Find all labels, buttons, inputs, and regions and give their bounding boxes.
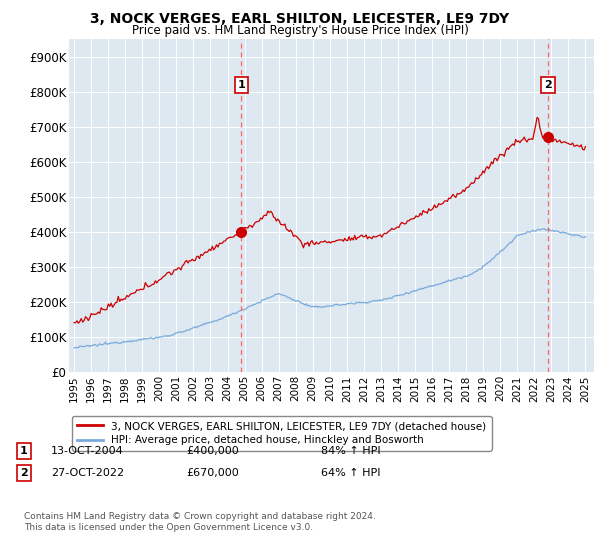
Text: 2: 2 — [544, 80, 552, 90]
Text: 84% ↑ HPI: 84% ↑ HPI — [321, 446, 380, 456]
Text: 27-OCT-2022: 27-OCT-2022 — [51, 468, 124, 478]
Text: Price paid vs. HM Land Registry's House Price Index (HPI): Price paid vs. HM Land Registry's House … — [131, 24, 469, 37]
Text: 3, NOCK VERGES, EARL SHILTON, LEICESTER, LE9 7DY: 3, NOCK VERGES, EARL SHILTON, LEICESTER,… — [91, 12, 509, 26]
Text: 64% ↑ HPI: 64% ↑ HPI — [321, 468, 380, 478]
Text: 13-OCT-2004: 13-OCT-2004 — [51, 446, 124, 456]
Text: 1: 1 — [20, 446, 28, 456]
Text: £670,000: £670,000 — [186, 468, 239, 478]
Legend: 3, NOCK VERGES, EARL SHILTON, LEICESTER, LE9 7DY (detached house), HPI: Average : 3, NOCK VERGES, EARL SHILTON, LEICESTER,… — [71, 416, 491, 450]
Text: 1: 1 — [237, 80, 245, 90]
Text: £400,000: £400,000 — [186, 446, 239, 456]
Text: 2: 2 — [20, 468, 28, 478]
Text: Contains HM Land Registry data © Crown copyright and database right 2024.
This d: Contains HM Land Registry data © Crown c… — [24, 512, 376, 532]
